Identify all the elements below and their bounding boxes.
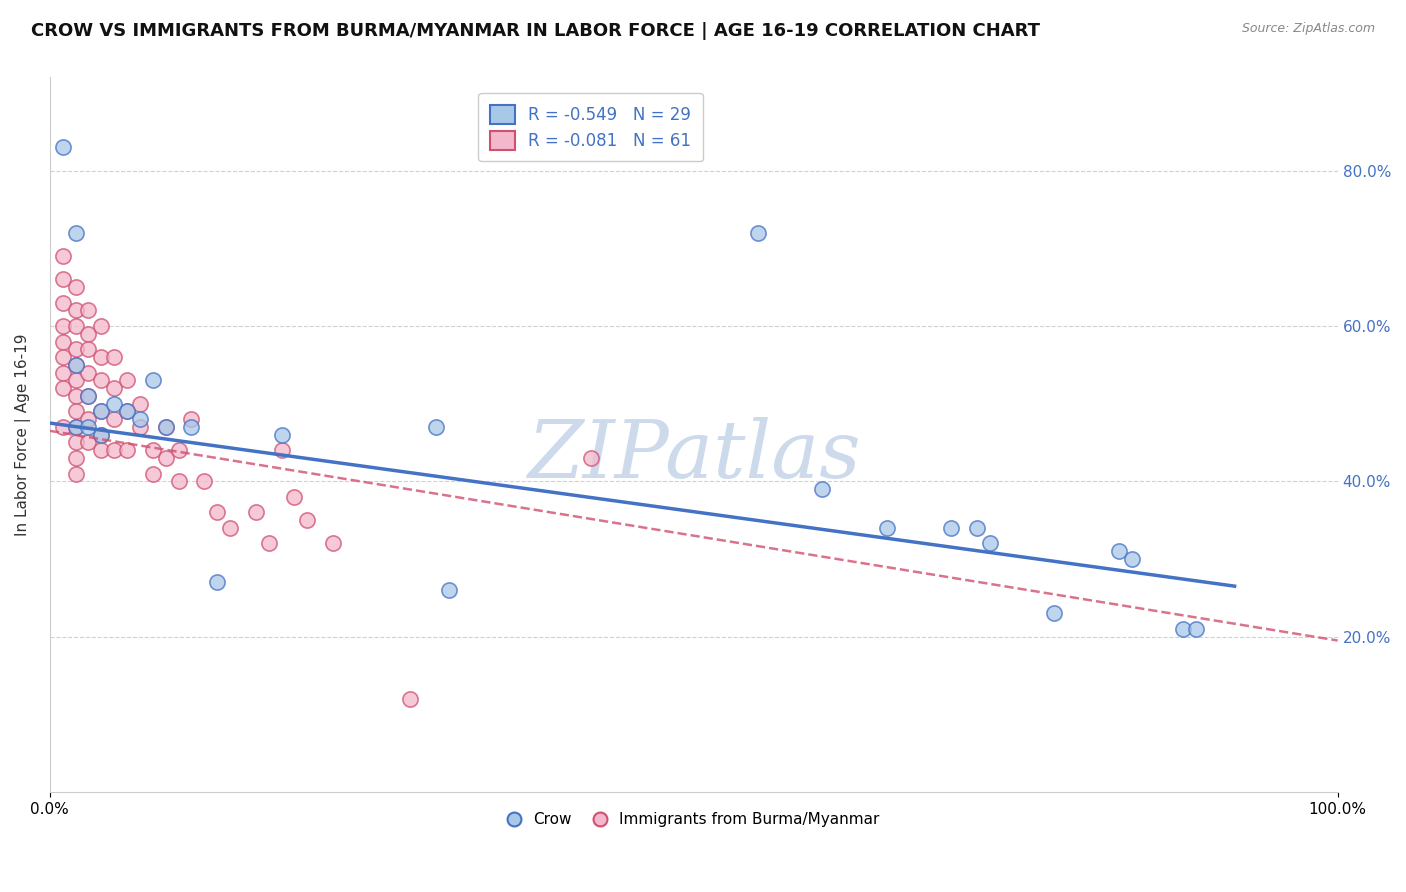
Point bbox=[77, 326, 100, 341]
Point bbox=[142, 373, 165, 387]
Point bbox=[52, 366, 75, 380]
Point bbox=[270, 443, 292, 458]
Point bbox=[52, 381, 75, 395]
Point bbox=[425, 420, 447, 434]
Legend: Crow, Immigrants from Burma/Myanmar: Crow, Immigrants from Burma/Myanmar bbox=[501, 804, 887, 834]
Point bbox=[90, 318, 112, 333]
Point bbox=[65, 435, 87, 450]
Point bbox=[65, 450, 87, 465]
Point bbox=[65, 389, 87, 403]
Point bbox=[77, 412, 100, 426]
Point bbox=[65, 373, 87, 387]
Point bbox=[65, 318, 87, 333]
Point bbox=[52, 272, 75, 286]
Point bbox=[876, 521, 898, 535]
Point bbox=[129, 420, 152, 434]
Point bbox=[115, 404, 138, 418]
Point bbox=[1108, 544, 1130, 558]
Point bbox=[77, 303, 100, 318]
Point bbox=[155, 420, 177, 434]
Point bbox=[65, 280, 87, 294]
Point bbox=[90, 373, 112, 387]
Point bbox=[77, 420, 100, 434]
Point bbox=[219, 521, 242, 535]
Point bbox=[115, 404, 138, 418]
Point bbox=[941, 521, 963, 535]
Point bbox=[142, 467, 165, 481]
Point bbox=[77, 389, 100, 403]
Point bbox=[52, 249, 75, 263]
Point bbox=[1121, 552, 1143, 566]
Point bbox=[77, 343, 100, 357]
Point bbox=[103, 443, 125, 458]
Point bbox=[115, 443, 138, 458]
Point bbox=[399, 691, 422, 706]
Point bbox=[90, 427, 112, 442]
Point bbox=[205, 575, 228, 590]
Point bbox=[65, 303, 87, 318]
Point bbox=[90, 443, 112, 458]
Point bbox=[167, 475, 190, 489]
Point bbox=[257, 536, 280, 550]
Point bbox=[103, 412, 125, 426]
Point bbox=[103, 381, 125, 395]
Point bbox=[90, 404, 112, 418]
Point bbox=[979, 536, 1001, 550]
Point bbox=[747, 226, 769, 240]
Point bbox=[115, 373, 138, 387]
Point bbox=[1171, 622, 1194, 636]
Point bbox=[579, 450, 602, 465]
Point bbox=[155, 420, 177, 434]
Point bbox=[103, 350, 125, 364]
Point bbox=[103, 397, 125, 411]
Point bbox=[193, 475, 215, 489]
Point bbox=[65, 226, 87, 240]
Point bbox=[142, 443, 165, 458]
Y-axis label: In Labor Force | Age 16-19: In Labor Force | Age 16-19 bbox=[15, 334, 31, 536]
Text: ZIPatlas: ZIPatlas bbox=[527, 417, 860, 495]
Point bbox=[297, 513, 319, 527]
Point bbox=[52, 350, 75, 364]
Point bbox=[1043, 607, 1066, 621]
Point bbox=[65, 358, 87, 372]
Point bbox=[65, 420, 87, 434]
Point bbox=[52, 334, 75, 349]
Point bbox=[205, 505, 228, 519]
Text: Source: ZipAtlas.com: Source: ZipAtlas.com bbox=[1241, 22, 1375, 36]
Point bbox=[65, 467, 87, 481]
Point bbox=[52, 420, 75, 434]
Text: CROW VS IMMIGRANTS FROM BURMA/MYANMAR IN LABOR FORCE | AGE 16-19 CORRELATION CHA: CROW VS IMMIGRANTS FROM BURMA/MYANMAR IN… bbox=[31, 22, 1040, 40]
Point bbox=[77, 389, 100, 403]
Point bbox=[180, 420, 202, 434]
Point bbox=[90, 404, 112, 418]
Point bbox=[245, 505, 267, 519]
Point bbox=[65, 358, 87, 372]
Point bbox=[77, 435, 100, 450]
Point bbox=[90, 427, 112, 442]
Point bbox=[129, 412, 152, 426]
Point bbox=[322, 536, 344, 550]
Point bbox=[180, 412, 202, 426]
Point bbox=[283, 490, 305, 504]
Point bbox=[65, 420, 87, 434]
Point bbox=[65, 343, 87, 357]
Point bbox=[437, 582, 460, 597]
Point bbox=[129, 397, 152, 411]
Point bbox=[52, 318, 75, 333]
Point bbox=[1185, 622, 1208, 636]
Point bbox=[65, 404, 87, 418]
Point bbox=[811, 482, 834, 496]
Point bbox=[77, 366, 100, 380]
Point bbox=[90, 350, 112, 364]
Point bbox=[52, 295, 75, 310]
Point bbox=[155, 450, 177, 465]
Point bbox=[270, 427, 292, 442]
Point bbox=[966, 521, 988, 535]
Point bbox=[167, 443, 190, 458]
Point bbox=[52, 140, 75, 154]
